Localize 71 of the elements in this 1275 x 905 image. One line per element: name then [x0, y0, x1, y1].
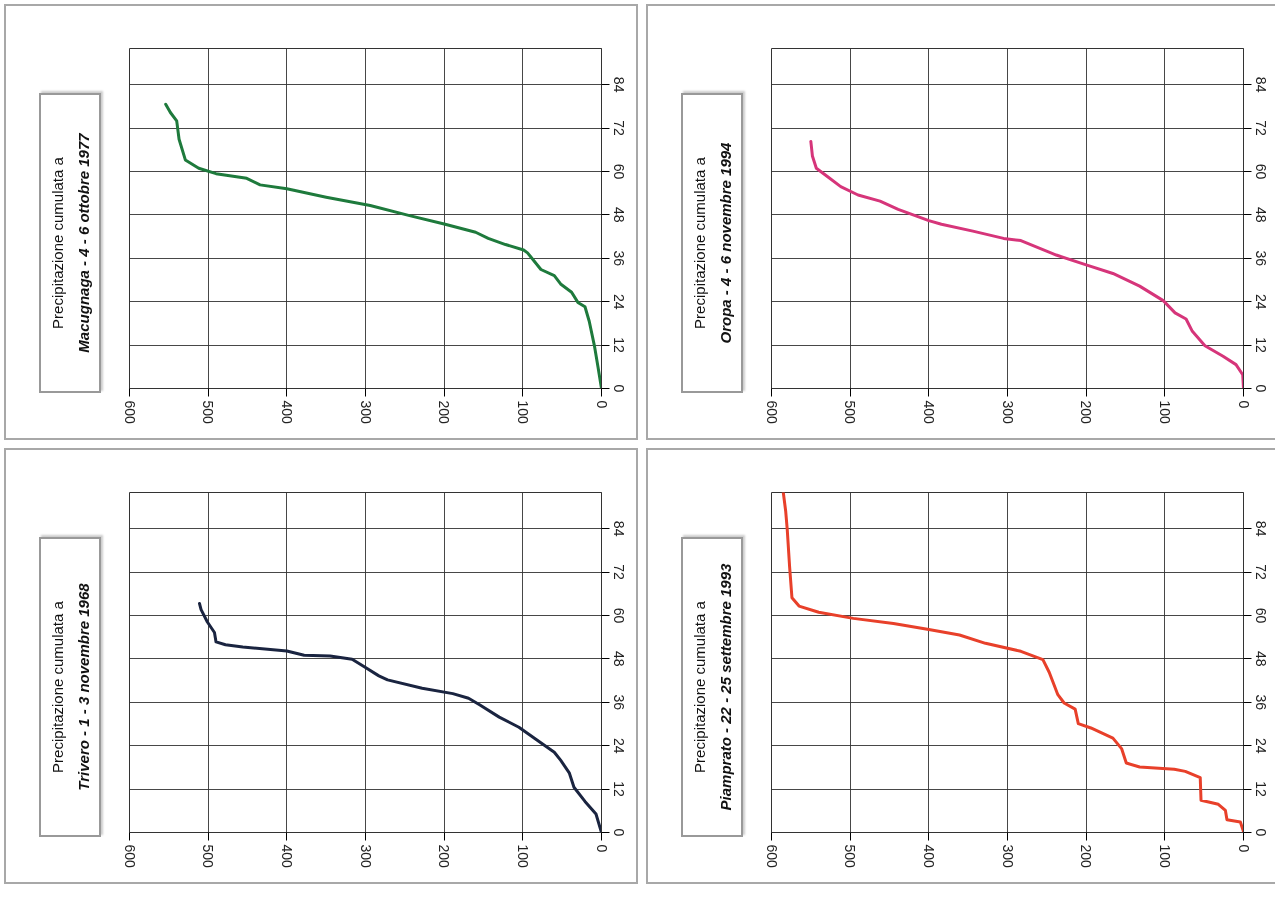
y-tick-label: 36 — [1252, 250, 1269, 267]
y-tick-label: 0 — [1252, 384, 1269, 393]
y-tick-label: 60 — [1252, 163, 1269, 180]
x-tick-label: 200 — [1078, 400, 1095, 425]
x-tick-label: 500 — [842, 400, 859, 425]
x-tick-label: 600 — [763, 400, 780, 425]
x-tick-label: 300 — [357, 400, 374, 425]
y-tick-label: 48 — [1252, 651, 1269, 667]
y-tick-label: 24 — [610, 293, 627, 310]
y-tick-label: 72 — [1252, 120, 1269, 137]
text: Precipitazione cumulata a — [691, 157, 708, 329]
x-tick-label: 0 — [1235, 400, 1252, 409]
y-tick-label: 84 — [1252, 76, 1269, 93]
y-tick-label: 72 — [610, 564, 627, 581]
x-tick-label: 0 — [593, 844, 610, 853]
text: Precipitazione cumulata a — [49, 157, 66, 329]
y-tick-label: 24 — [1252, 737, 1269, 754]
y-tick-label: 12 — [610, 337, 627, 354]
line-series — [164, 102, 602, 389]
x-tick-label: 0 — [593, 400, 610, 409]
y-tick-label: 36 — [610, 694, 627, 711]
y-tick-label: 84 — [610, 520, 627, 537]
y-tick-label: 24 — [1252, 293, 1269, 310]
x-tick-label: 300 — [999, 400, 1016, 425]
y-tick-label: 12 — [1252, 781, 1269, 798]
y-tick-label: 24 — [610, 737, 627, 754]
text: Oropa - 4 - 6 novembre 1994 — [717, 142, 734, 344]
y-tick-label: 48 — [1252, 207, 1269, 223]
y-tick-label: 36 — [610, 250, 627, 267]
x-tick-label: 100 — [1156, 844, 1173, 869]
x-tick-label: 100 — [1156, 400, 1173, 425]
x-tick-label: 200 — [436, 844, 453, 869]
x-tick-label: 300 — [999, 844, 1016, 869]
x-tick-label: 0 — [1235, 844, 1252, 853]
y-tick-label: 60 — [610, 607, 627, 624]
x-tick-label: 200 — [1078, 844, 1095, 869]
y-tick-label: 60 — [1252, 607, 1269, 624]
y-tick-label: 60 — [610, 163, 627, 180]
text: Trivero - 1 - 3 novembre 1968 — [75, 583, 92, 791]
x-tick-label: 100 — [514, 400, 531, 425]
y-tick-label: 36 — [1252, 694, 1269, 711]
y-tick-label: 0 — [1252, 828, 1269, 837]
x-tick-label: 400 — [278, 844, 295, 869]
x-tick-label: 600 — [121, 400, 138, 425]
line-series — [198, 602, 602, 833]
x-tick-label: 200 — [436, 400, 453, 425]
x-tick-label: 400 — [920, 844, 937, 869]
y-tick-label: 72 — [1252, 564, 1269, 581]
x-tick-label: 600 — [763, 844, 780, 869]
x-tick-label: 400 — [920, 400, 937, 425]
x-tick-label: 500 — [200, 844, 217, 869]
y-tick-label: 48 — [610, 651, 627, 667]
text: Piamprato - 22 - 25 settembre 1993 — [717, 563, 734, 811]
y-tick-label: 84 — [1252, 520, 1269, 537]
text: Precipitazione cumulata a — [691, 601, 708, 773]
text: Precipitazione cumulata a — [49, 601, 66, 773]
y-tick-label: 72 — [610, 120, 627, 137]
line-series — [809, 139, 1244, 389]
y-tick-label: 84 — [610, 76, 627, 93]
x-tick-label: 500 — [200, 400, 217, 425]
x-tick-label: 400 — [278, 400, 295, 425]
y-tick-label: 12 — [1252, 337, 1269, 354]
x-tick-label: 300 — [357, 844, 374, 869]
x-tick-label: 500 — [842, 844, 859, 869]
x-tick-label: 600 — [121, 844, 138, 869]
y-tick-label: 12 — [610, 781, 627, 798]
x-tick-label: 100 — [514, 844, 531, 869]
text: Macugnaga - 4 - 6 ottobre 1977 — [75, 133, 92, 353]
y-tick-label: 0 — [610, 384, 627, 393]
y-tick-label: 0 — [610, 828, 627, 837]
y-tick-label: 48 — [610, 207, 627, 223]
